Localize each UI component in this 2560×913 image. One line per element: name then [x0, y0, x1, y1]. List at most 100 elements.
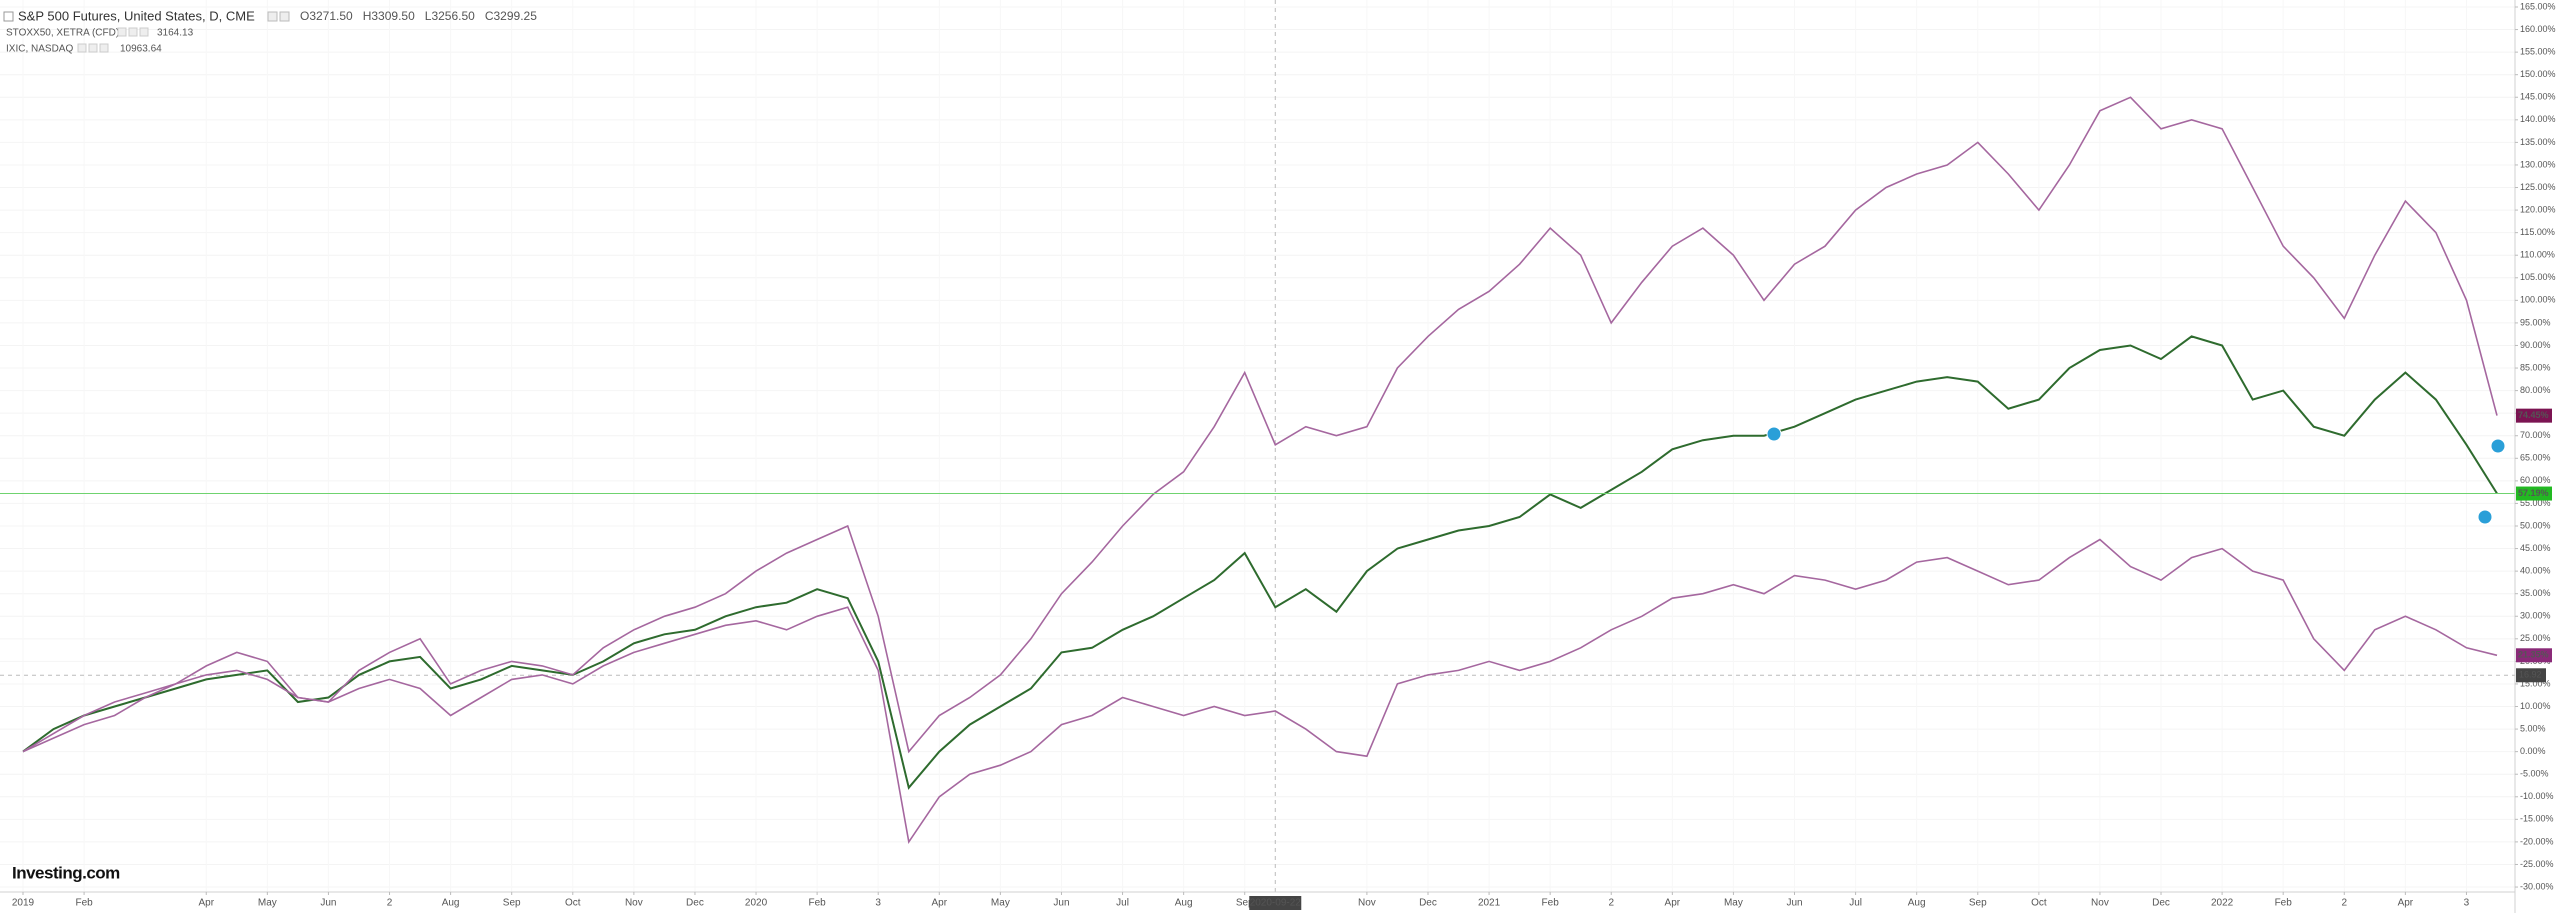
last-value-box: [2516, 408, 2552, 423]
legend-ohlc-value: O3271.50: [300, 9, 353, 23]
series-line: [22, 96, 2498, 754]
x-tick-label: 2: [387, 898, 393, 909]
series-line: [22, 538, 2498, 844]
x-tick-label: Aug: [1175, 898, 1193, 909]
last-value-label: 57.19%: [2518, 488, 2549, 498]
x-tick-label: Nov: [625, 898, 643, 909]
x-tick-label: Nov: [1358, 898, 1376, 909]
y-tick-label: -20.00%: [2520, 836, 2554, 846]
y-tick-label: 80.00%: [2520, 385, 2551, 395]
x-tick-label: Apr: [2398, 898, 2414, 909]
x-tick-label: 3: [2464, 898, 2470, 909]
x-tick-label: Sep: [503, 898, 521, 909]
x-tick-label: 2020: [745, 898, 768, 909]
legend-series-name: STOXX50, XETRA (CFD): [6, 28, 119, 39]
x-tick-label: Jul: [1116, 898, 1129, 909]
y-tick-label: 5.00%: [2520, 723, 2546, 733]
x-tick-label: Nov: [2091, 898, 2109, 909]
x-tick-label: 3: [875, 898, 881, 909]
x-tick-label: Dec: [686, 898, 704, 909]
legend-series-name: IXIC, NASDAQ: [6, 44, 73, 55]
y-tick-label: -5.00%: [2520, 769, 2549, 779]
y-tick-label: 40.00%: [2520, 565, 2551, 575]
event-marker[interactable]: [1766, 426, 1782, 442]
x-tick-label: Oct: [565, 898, 581, 909]
y-tick-label: 15.00%: [2520, 678, 2551, 688]
legend-ohlc: O3271.50 H3309.50 L3256.50 C3299.25: [300, 9, 537, 23]
series-line: [22, 335, 2498, 790]
x-tick-label: Sep: [1969, 898, 1987, 909]
y-tick-label: 30.00%: [2520, 611, 2551, 621]
x-tick-label: Dec: [2152, 898, 2170, 909]
legend-icon[interactable]: [88, 43, 98, 53]
y-tick-label: 165.00%: [2520, 1, 2556, 11]
x-tick-label: 2021: [1478, 898, 1501, 909]
legend-icon[interactable]: [139, 27, 149, 37]
legend-icon[interactable]: [128, 27, 138, 37]
y-tick-label: 45.00%: [2520, 543, 2551, 553]
x-tick-label: 2: [2342, 898, 2348, 909]
x-tick-label: Feb: [75, 898, 93, 909]
x-tick-label: May: [991, 898, 1010, 909]
y-tick-label: 60.00%: [2520, 475, 2551, 485]
y-tick-label: 135.00%: [2520, 137, 2556, 147]
grid-layer: [0, 6, 2515, 888]
x-tick-label: Feb: [1542, 898, 1560, 909]
event-marker[interactable]: [2490, 438, 2506, 454]
x-tick-label: May: [258, 898, 277, 909]
y-tick-label: 120.00%: [2520, 204, 2556, 214]
last-value-box: [2516, 648, 2552, 663]
legend-icon[interactable]: [117, 27, 127, 37]
y-tick-label: 35.00%: [2520, 588, 2551, 598]
crosshair-x-label: 2020-09-22: [1250, 898, 1302, 909]
y-tick-label: 55.00%: [2520, 498, 2551, 508]
x-tick-label: Jul: [1849, 898, 1862, 909]
legend-ohlc-value: C3299.25: [485, 9, 537, 23]
legend-ohlc-value: H3309.50: [363, 9, 415, 23]
y-tick-label: 0.00%: [2520, 746, 2546, 756]
x-tick-label: Apr: [198, 898, 214, 909]
collapse-icon[interactable]: [3, 11, 14, 22]
x-tick-label: Apr: [932, 898, 948, 909]
legend-icon[interactable]: [99, 43, 109, 53]
legend: S&P 500 Futures, United States, D, CME O…: [3, 8, 537, 55]
x-tick-label: 2019: [12, 898, 35, 909]
legend-icon[interactable]: [77, 43, 87, 53]
y-tick-label: 140.00%: [2520, 114, 2556, 124]
axes-layer: 165.00% 160.00% 155.00% 150.00% 145.00% 140.0…: [12, 1, 2556, 910]
crosshair-y-label: 16.92: [2519, 670, 2542, 680]
y-tick-label: 25.00%: [2520, 633, 2551, 643]
last-value-label: 21.35%: [2518, 650, 2549, 660]
x-tick-label: Feb: [809, 898, 827, 909]
y-tick-label: 65.00%: [2520, 453, 2551, 463]
legend-icon[interactable]: [267, 11, 278, 22]
y-tick-label: 10.00%: [2520, 701, 2551, 711]
x-tick-label: Jun: [320, 898, 336, 909]
x-tick-label: 2: [1608, 898, 1614, 909]
y-tick-label: -30.00%: [2520, 881, 2554, 891]
x-tick-label: May: [1724, 898, 1743, 909]
last-value-label: 74.45%: [2518, 410, 2549, 420]
x-tick-label: Oct: [2031, 898, 2047, 909]
legend-quote: 3164.13: [157, 28, 194, 39]
legend-icon[interactable]: [279, 11, 290, 22]
y-tick-label: 160.00%: [2520, 24, 2556, 34]
crosshair-x-label-box: [1249, 896, 1302, 910]
crosshair-y-label-box: [2516, 668, 2546, 683]
legend-ohlc-value: L3256.50: [425, 9, 475, 23]
x-tick-label: Feb: [2275, 898, 2293, 909]
y-tick-label: 115.00%: [2520, 227, 2555, 237]
logo: Investing.com: [12, 863, 120, 882]
x-tick-label: Apr: [1665, 898, 1681, 909]
legend-series-name: S&P 500 Futures, United States, D, CME: [18, 8, 255, 23]
y-tick-label: 95.00%: [2520, 317, 2551, 327]
y-tick-label: -15.00%: [2520, 814, 2554, 824]
y-tick-label: 85.00%: [2520, 362, 2551, 372]
y-tick-label: 90.00%: [2520, 340, 2551, 350]
y-tick-label: 145.00%: [2520, 92, 2556, 102]
last-value-box: [2516, 486, 2552, 501]
event-marker[interactable]: [2477, 509, 2493, 525]
